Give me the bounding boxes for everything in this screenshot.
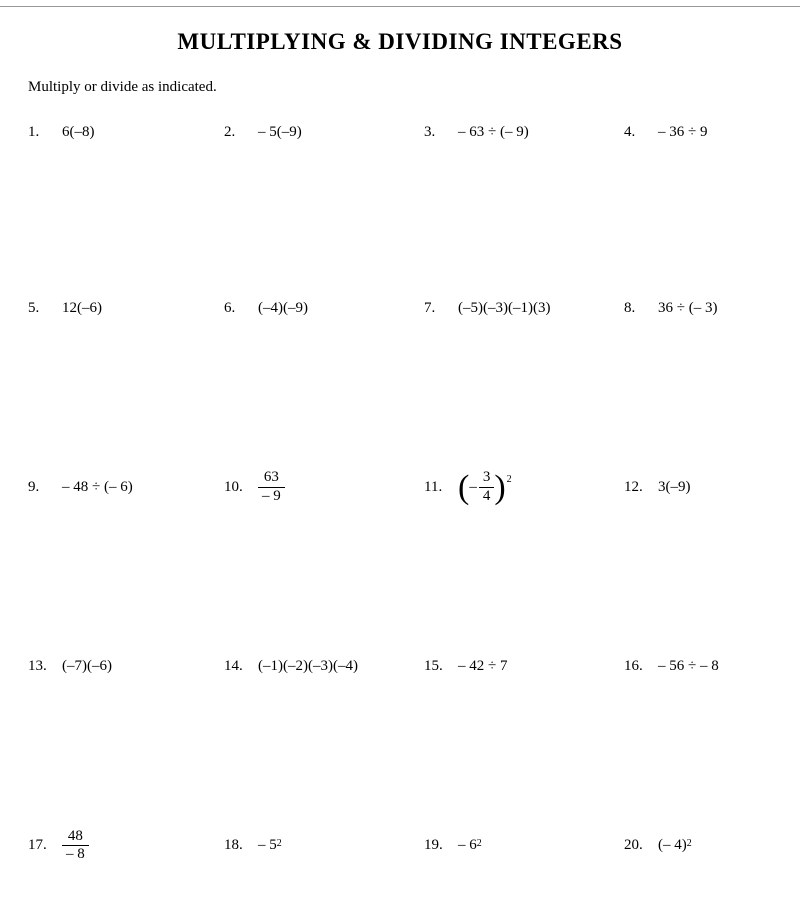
page-title: MULTIPLYING & DIVIDING INTEGERS	[28, 29, 772, 55]
problem-number: 19.	[424, 837, 458, 854]
problem-cell: 13. (–7)(–6)	[28, 653, 224, 681]
problem-grid: 1. 6(–8) 2. – 5(–9) 3. – 63 ÷ (– 9) 4. –…	[28, 118, 772, 863]
worksheet-page: MULTIPLYING & DIVIDING INTEGERS Multiply…	[0, 7, 800, 863]
problem-number: 16.	[624, 658, 658, 675]
problem-number: 6.	[224, 300, 258, 317]
problem-number: 8.	[624, 300, 658, 317]
fraction-numerator: 48	[64, 829, 87, 846]
power-base: – 6	[458, 837, 477, 854]
problem-cell: 17. 48 – 8	[28, 829, 224, 864]
problem-number: 12.	[624, 479, 658, 496]
problem-number: 3.	[424, 124, 458, 141]
problem-expr: (–7)(–6)	[62, 658, 112, 675]
problem-expr: ( – 3 4 ) 2	[458, 470, 511, 505]
negative-sign: –	[469, 479, 477, 496]
problem-expr: – 52	[258, 837, 282, 854]
problem-expr: 48 – 8	[62, 829, 89, 864]
problem-cell: 15. – 42 ÷ 7	[424, 653, 624, 681]
problem-cell: 3. – 63 ÷ (– 9)	[424, 118, 624, 146]
problem-number: 17.	[28, 837, 62, 854]
problem-number: 7.	[424, 300, 458, 317]
fraction: 63 – 9	[258, 470, 285, 505]
problem-cell: 7. (–5)(–3)(–1)(3)	[424, 294, 624, 322]
problem-expr: 3(–9)	[658, 479, 691, 496]
exponent: 2	[277, 838, 282, 849]
problem-cell: 4. – 36 ÷ 9	[624, 118, 784, 146]
problem-number: 13.	[28, 658, 62, 675]
problem-number: 15.	[424, 658, 458, 675]
problem-expr: (– 4)2	[658, 837, 692, 854]
fraction-denominator: – 9	[258, 487, 285, 505]
power-base: (– 4)	[658, 837, 687, 854]
power-base: – 5	[258, 837, 277, 854]
problem-cell: 5. 12(–6)	[28, 294, 224, 322]
problem-cell: 9. – 48 ÷ (– 6)	[28, 470, 224, 505]
problem-number: 14.	[224, 658, 258, 675]
problem-number: 18.	[224, 837, 258, 854]
problem-expr: (–1)(–2)(–3)(–4)	[258, 658, 358, 675]
fraction-denominator: 4	[479, 487, 495, 505]
problem-expr: (–5)(–3)(–1)(3)	[458, 300, 550, 317]
fraction: 48 – 8	[62, 829, 89, 864]
problem-cell: 19. – 62	[424, 829, 624, 864]
problem-cell: 14. (–1)(–2)(–3)(–4)	[224, 653, 424, 681]
problem-number: 5.	[28, 300, 62, 317]
problem-cell: 16. – 56 ÷ – 8	[624, 653, 784, 681]
left-paren-icon: (	[458, 474, 469, 501]
problem-expr: 12(–6)	[62, 300, 102, 317]
problem-expr: (–4)(–9)	[258, 300, 308, 317]
problem-cell: 6. (–4)(–9)	[224, 294, 424, 322]
problem-number: 4.	[624, 124, 658, 141]
problem-expr: – 62	[458, 837, 482, 854]
problem-expr: – 42 ÷ 7	[458, 658, 507, 675]
problem-number: 2.	[224, 124, 258, 141]
problem-expr: – 5(–9)	[258, 124, 302, 141]
problem-number: 11.	[424, 479, 458, 496]
problem-expr: – 56 ÷ – 8	[658, 658, 719, 675]
problem-cell: 18. – 52	[224, 829, 424, 864]
problem-expr: 36 ÷ (– 3)	[658, 300, 717, 317]
fraction-denominator: – 8	[62, 845, 89, 863]
fraction: 3 4	[479, 470, 495, 505]
problem-cell: 1. 6(–8)	[28, 118, 224, 146]
problem-cell: 8. 36 ÷ (– 3)	[624, 294, 784, 322]
right-paren-icon: )	[494, 474, 505, 501]
problem-expr: – 36 ÷ 9	[658, 124, 707, 141]
fraction-numerator: 63	[260, 470, 283, 487]
exponent: 2	[477, 838, 482, 849]
problem-cell: 2. – 5(–9)	[224, 118, 424, 146]
problem-expr: – 63 ÷ (– 9)	[458, 124, 529, 141]
problem-cell: 12. 3(–9)	[624, 470, 784, 505]
exponent: 2	[687, 838, 692, 849]
problem-number: 9.	[28, 479, 62, 496]
problem-cell: 10. 63 – 9	[224, 470, 424, 505]
instruction-text: Multiply or divide as indicated.	[28, 79, 772, 96]
problem-number: 20.	[624, 837, 658, 854]
fraction-numerator: 3	[479, 470, 495, 487]
problem-number: 10.	[224, 479, 258, 496]
problem-number: 1.	[28, 124, 62, 141]
problem-expr: – 48 ÷ (– 6)	[62, 479, 133, 496]
problem-cell: 20. (– 4)2	[624, 829, 784, 864]
problem-expr: 63 – 9	[258, 470, 285, 505]
problem-expr: 6(–8)	[62, 124, 95, 141]
exponent: 2	[507, 474, 512, 485]
problem-cell: 11. ( – 3 4 ) 2	[424, 470, 624, 505]
